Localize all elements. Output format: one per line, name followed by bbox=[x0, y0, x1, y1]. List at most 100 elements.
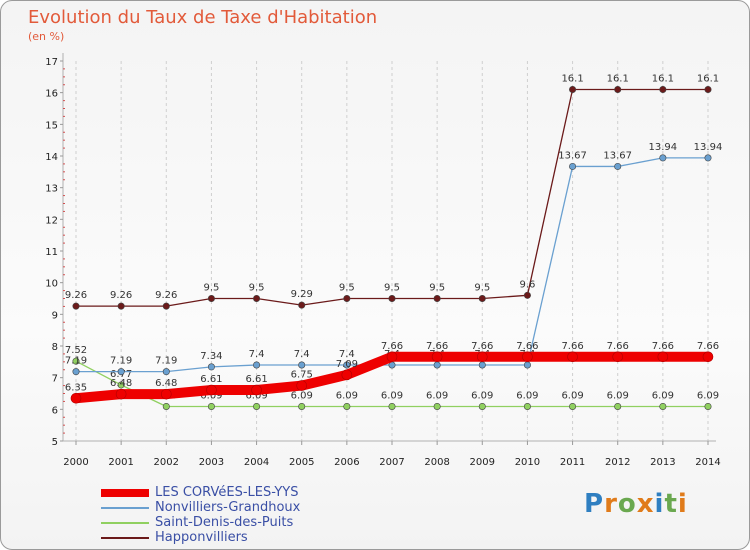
legend-label: LES CORVéES-LES-YYS bbox=[155, 485, 299, 500]
data-point bbox=[115, 388, 127, 400]
data-label: 9.5 bbox=[384, 283, 400, 294]
data-label: 6.09 bbox=[426, 390, 448, 401]
data-label: 16.1 bbox=[561, 74, 583, 85]
data-point bbox=[567, 351, 578, 363]
data-label: 6.35 bbox=[65, 382, 87, 393]
data-point bbox=[478, 361, 486, 369]
data-label: 6.09 bbox=[245, 390, 267, 401]
y-tick-label: 15 bbox=[45, 120, 58, 131]
x-tick-label: 2007 bbox=[379, 457, 404, 468]
logo-letter: x bbox=[636, 489, 655, 519]
data-point bbox=[207, 363, 215, 371]
data-point bbox=[296, 380, 308, 391]
data-point bbox=[253, 402, 261, 410]
data-point bbox=[704, 154, 712, 162]
data-point bbox=[433, 402, 441, 410]
x-tick-label: 2014 bbox=[695, 457, 720, 468]
data-point bbox=[72, 357, 80, 365]
x-tick-label: 2008 bbox=[424, 457, 449, 468]
data-point bbox=[614, 86, 622, 94]
data-point bbox=[298, 402, 306, 410]
data-point bbox=[569, 162, 577, 170]
data-label: 9.5 bbox=[249, 283, 265, 294]
data-label: 7.66 bbox=[607, 341, 629, 352]
data-label: 13.67 bbox=[558, 150, 587, 161]
y-tick-label: 5 bbox=[52, 437, 58, 448]
data-label: 7.66 bbox=[561, 341, 583, 352]
data-point bbox=[433, 294, 441, 302]
x-tick-label: 2013 bbox=[650, 457, 675, 468]
data-point bbox=[433, 361, 441, 369]
data-label: 9.26 bbox=[155, 290, 177, 301]
data-point bbox=[522, 351, 533, 363]
legend-label: Happonvilliers bbox=[155, 530, 248, 545]
data-point bbox=[298, 361, 306, 369]
data-point bbox=[478, 294, 486, 302]
data-label: 7.19 bbox=[155, 356, 177, 367]
data-label: 6.09 bbox=[471, 390, 493, 401]
legend-swatch bbox=[101, 489, 149, 497]
logo-letter: i bbox=[654, 489, 665, 519]
y-tick-label: 13 bbox=[45, 184, 58, 195]
data-label: 7.66 bbox=[471, 341, 493, 352]
legend-label: Saint-Denis-des-Puits bbox=[155, 515, 294, 530]
y-tick-label: 8 bbox=[52, 342, 58, 353]
x-tick-label: 2009 bbox=[470, 457, 495, 468]
legend-swatch bbox=[101, 537, 149, 539]
data-label: 6.61 bbox=[200, 374, 222, 385]
chart-title: Evolution du Taux de Taxe d'Habitation bbox=[28, 7, 378, 28]
y-tick-label: 9 bbox=[52, 310, 58, 321]
logo-letter: r bbox=[604, 489, 618, 519]
data-label: 6.48 bbox=[110, 378, 132, 389]
data-point bbox=[162, 402, 170, 410]
data-point bbox=[72, 368, 80, 376]
data-label: 9.26 bbox=[65, 290, 87, 301]
data-label: 6.75 bbox=[291, 370, 313, 381]
logo-letter: t bbox=[664, 489, 678, 519]
data-point bbox=[523, 361, 531, 369]
x-tick-label: 2004 bbox=[244, 457, 269, 468]
x-tick-label: 2006 bbox=[334, 457, 359, 468]
data-point bbox=[388, 402, 396, 410]
data-label: 6.09 bbox=[516, 390, 538, 401]
data-label: 6.09 bbox=[200, 390, 222, 401]
data-point bbox=[569, 402, 577, 410]
data-point bbox=[206, 384, 217, 396]
data-point bbox=[207, 402, 215, 410]
data-point bbox=[657, 351, 669, 363]
data-label: 6.61 bbox=[245, 374, 267, 385]
data-label: 9.5 bbox=[429, 283, 445, 294]
data-point bbox=[614, 402, 622, 410]
x-tick-label: 2001 bbox=[108, 457, 133, 468]
data-label: 7.19 bbox=[110, 356, 132, 367]
data-point bbox=[523, 291, 531, 299]
chart-subtitle: (en %) bbox=[28, 30, 65, 43]
data-label: 16.1 bbox=[652, 74, 674, 85]
data-label: 13.67 bbox=[603, 150, 632, 161]
y-tick-label: 14 bbox=[45, 152, 58, 163]
data-label: 16.1 bbox=[697, 74, 719, 85]
data-label: 6.09 bbox=[607, 390, 629, 401]
data-point bbox=[659, 86, 667, 94]
data-label: 7.34 bbox=[200, 351, 222, 362]
data-point bbox=[704, 86, 712, 94]
data-point bbox=[162, 302, 170, 310]
data-label: 9.5 bbox=[474, 283, 490, 294]
logo-letter: P bbox=[584, 489, 605, 519]
data-label: 7.4 bbox=[339, 349, 355, 360]
data-point bbox=[253, 294, 261, 302]
data-point bbox=[476, 351, 488, 363]
data-point bbox=[343, 402, 351, 410]
data-label: 9.29 bbox=[291, 289, 313, 300]
data-point bbox=[162, 368, 170, 376]
y-tick-label: 12 bbox=[45, 215, 58, 226]
data-label: 7.4 bbox=[294, 349, 310, 360]
data-label: 9.26 bbox=[110, 290, 132, 301]
data-label: 7.09 bbox=[336, 359, 358, 370]
x-tick-label: 2005 bbox=[289, 457, 314, 468]
data-point bbox=[72, 302, 80, 310]
data-point bbox=[388, 294, 396, 302]
data-label: 9.5 bbox=[339, 283, 355, 294]
data-label: 9.6 bbox=[519, 279, 535, 290]
data-label: 6.48 bbox=[155, 378, 177, 389]
